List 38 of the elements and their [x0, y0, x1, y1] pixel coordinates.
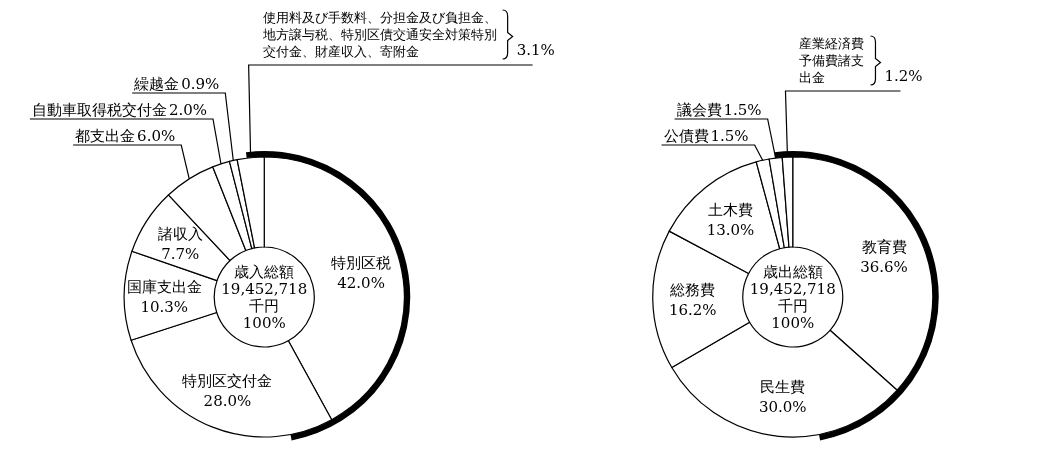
text: 千円: [249, 297, 280, 315]
slice-label: 公債費: [663, 127, 709, 145]
slice-label: 自動車取得税交付金: [31, 101, 167, 119]
slice-label: 総務費: [669, 280, 716, 299]
data-label: 10.3%: [140, 298, 189, 317]
text: 千円: [777, 297, 808, 315]
data-label: 42.0%: [337, 274, 385, 293]
data-label: 2.0%: [168, 101, 207, 119]
slice-label: 産業経済費予備費諸支出金: [799, 36, 865, 85]
data-label: 13.0%: [706, 220, 755, 239]
slice-label: 繰越金: [133, 75, 180, 93]
text: 100%: [242, 314, 286, 332]
text: 19,452,718: [221, 280, 308, 298]
slice-label: 都支出金: [75, 127, 136, 145]
text: 歳出総額: [762, 263, 823, 281]
data-label: 1.5%: [710, 127, 749, 145]
text: 100%: [771, 314, 815, 332]
data-label: 28.0%: [203, 391, 252, 410]
slice-label: 特別区交付金: [182, 371, 273, 390]
data-label: 36.6%: [860, 258, 908, 277]
text: 19,452,718: [749, 280, 836, 298]
data-label: 3.1%: [516, 41, 555, 59]
data-label: 16.2%: [668, 300, 717, 319]
data-label: 6.0%: [137, 127, 176, 145]
data-label: 30.0%: [758, 398, 807, 417]
text: 歳入総額: [234, 263, 295, 281]
slice-label: 民生費: [760, 378, 806, 397]
data-label: 0.9%: [181, 75, 220, 93]
slice-label: 諸収入: [157, 224, 203, 243]
data-label: 7.7%: [161, 244, 200, 263]
slice-label: 国庫支出金: [126, 278, 202, 297]
slice-label: 土木費: [707, 200, 753, 219]
slice-label: 特別区税: [331, 254, 392, 273]
slice-label: 教育費: [861, 238, 907, 257]
data-label: 1.2%: [884, 67, 923, 85]
slice-label: 議会費: [676, 101, 722, 119]
data-label: 1.5%: [723, 101, 762, 119]
slice-label: 使用料及び手数料、分担金及び負担金、地方譲与税、特別区債交通安全対策特別交付金、財産収入、寄附金: [261, 10, 497, 59]
